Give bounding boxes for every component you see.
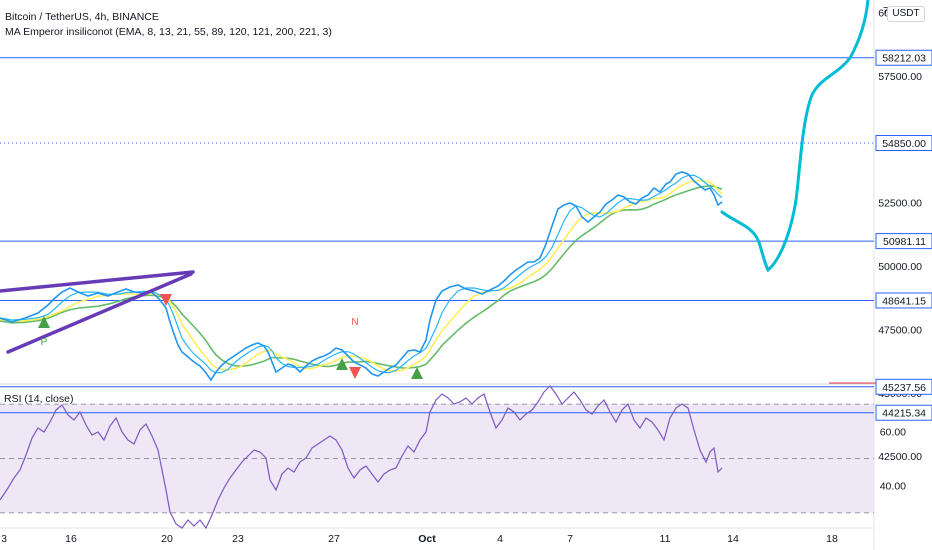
buy-signal-marker <box>411 367 423 379</box>
time-tick-label: 4 <box>497 533 503 545</box>
buy-signal-marker <box>336 358 348 370</box>
time-tick-label: 23 <box>232 533 244 545</box>
price-tick-label: 57500.00 <box>878 71 922 83</box>
level-tag-box <box>875 378 932 395</box>
signal-label: N <box>351 317 358 328</box>
level-tag-label: 54850.00 <box>882 138 926 150</box>
level-tag-1: 54850.00 <box>875 135 932 152</box>
price-line <box>0 171 723 382</box>
level-tag-5: 44215.34 <box>875 404 932 421</box>
price-tick-label: 52500.00 <box>878 198 922 210</box>
time-tick-label: 27 <box>328 533 340 545</box>
buy-signal-marker <box>38 316 50 328</box>
time-tick-label: 11 <box>660 533 671 545</box>
signal-label: P <box>41 337 48 348</box>
time-tick-label: 7 <box>567 533 573 545</box>
projection-drawing <box>720 0 870 273</box>
level-tag-0: 58212.03 <box>875 49 932 66</box>
time-tick-label: 3 <box>1 533 7 545</box>
level-tag-box <box>875 404 932 421</box>
rsi-tick-label: 60.00 <box>880 426 906 438</box>
level-tag-2: 50981.11 <box>875 233 932 250</box>
time-tick-label: 20 <box>161 533 173 545</box>
time-tick-label: Oct <box>418 533 436 545</box>
sell-signal-marker <box>349 367 361 379</box>
indicator-title: MA Emperor insiliconot (EMA, 8, 13, 21, … <box>5 26 332 38</box>
symbol-title: Bitcoin / TetherUS, 4h, BINANCE <box>5 11 159 23</box>
level-tag-label: 58212.03 <box>882 53 926 65</box>
level-tag-label: 44215.34 <box>882 408 926 420</box>
level-tag-box <box>875 233 932 250</box>
trendline-lower <box>6 272 193 354</box>
time-tick-label: 16 <box>65 533 77 545</box>
level-tag-box <box>875 135 932 152</box>
price-tick-label-partial: 7 <box>883 5 889 17</box>
price-pane <box>0 0 874 383</box>
level-tag-3: 48641.15 <box>875 292 932 309</box>
level-tag-label: 50981.11 <box>883 236 926 248</box>
rsi-title: RSI (14, close) <box>4 393 74 405</box>
level-tag-label: 45237.56 <box>882 382 926 394</box>
level-tag-box <box>875 49 932 66</box>
rsi-tick-label: 40.00 <box>880 481 906 493</box>
price-tick-label: 47500.00 <box>878 324 922 336</box>
level-tag-label: 48641.15 <box>882 295 926 307</box>
time-tick-label: 14 <box>727 533 739 545</box>
currency-button[interactable]: USDT <box>887 6 925 22</box>
trendline-upper <box>0 270 195 293</box>
price-tick-label: 42500.00 <box>878 451 922 463</box>
level-tag-4: 45237.56 <box>875 378 932 395</box>
price-tick-label: 50000.00 <box>878 261 922 273</box>
rsi-line <box>0 385 723 530</box>
level-tag-box <box>875 292 932 309</box>
time-tick-label: 18 <box>826 533 838 545</box>
sell-signal-marker <box>160 294 172 306</box>
